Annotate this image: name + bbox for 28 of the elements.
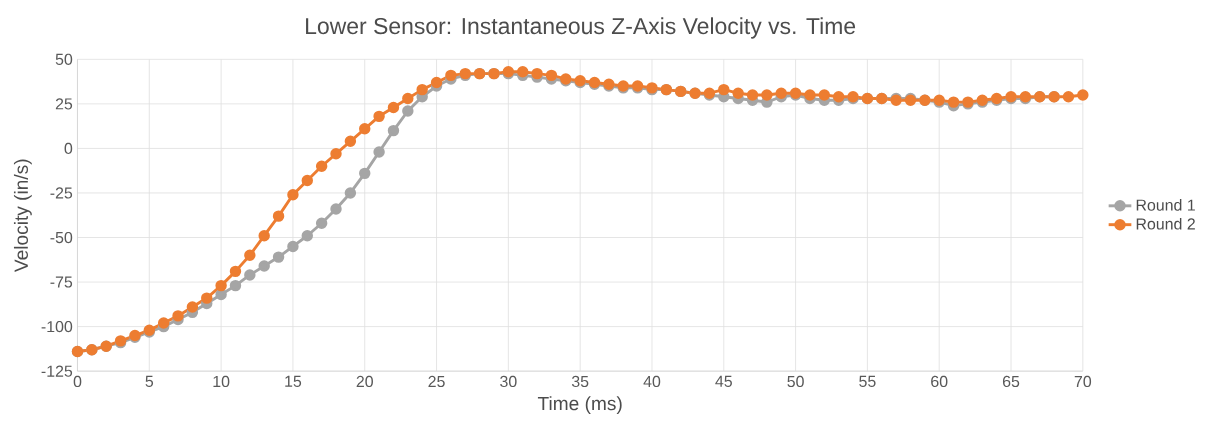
x-tick-label: 35 [571, 375, 589, 388]
y-tick-label: 0 [64, 142, 73, 155]
y-tick-label: -125 [41, 365, 73, 377]
x-tick-label: 50 [787, 375, 804, 388]
legend-label: Round 1 [1136, 199, 1195, 211]
y-tick-label: -75 [50, 276, 73, 288]
y-tick-label: -50 [50, 231, 73, 244]
x-tick-label: 0 [73, 375, 82, 388]
y-tick-label: -100 [41, 321, 73, 333]
x-tick-label: 30 [500, 375, 517, 388]
x-tick-label: 55 [859, 375, 876, 388]
y-tick-label: 50 [55, 53, 73, 66]
x-tick-label: 70 [1074, 375, 1092, 388]
legend-label: Round 2 [1136, 217, 1195, 230]
x-tick-label: 65 [1002, 375, 1020, 388]
x-tick-label: 45 [715, 375, 732, 388]
x-tick-label: 25 [428, 375, 445, 388]
y-tick-label: -25 [50, 187, 73, 199]
x-tick-label: 10 [213, 375, 230, 388]
chart-title: Lower Sensor: Instantaneous Z-Axis Velocity vs. Time [306, 17, 856, 39]
y-axis-title: Velocity (in/s) [13, 159, 32, 273]
x-axis-title: Time (ms) [537, 396, 622, 415]
x-tick-label: 60 [931, 375, 948, 388]
x-tick-label: 40 [643, 375, 661, 388]
x-tick-label: 15 [285, 375, 302, 388]
x-tick-label: 20 [356, 375, 373, 388]
x-tick-label: 5 [145, 375, 154, 388]
y-tick-label: 25 [55, 98, 73, 110]
